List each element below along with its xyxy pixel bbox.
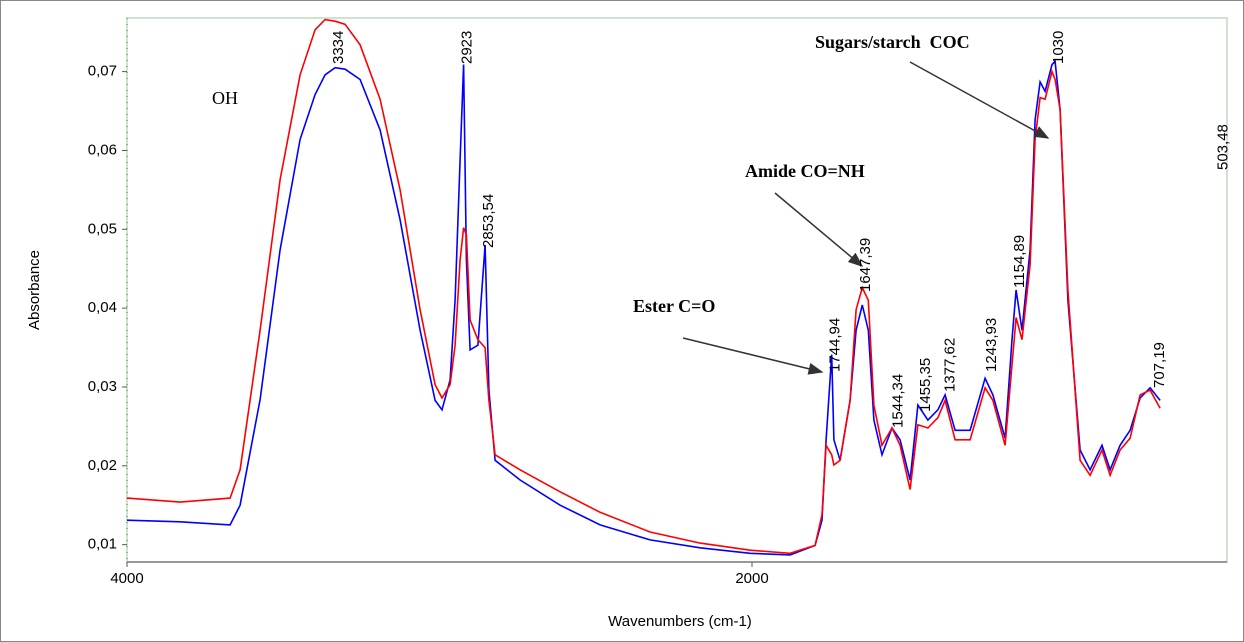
- peak-label: 1647,39: [857, 238, 874, 292]
- spectrum-line: [127, 18, 1161, 555]
- y-tick-label: 0,05: [88, 220, 117, 237]
- annotation: Sugars/starch COC: [815, 32, 970, 52]
- peak-label: 2853,54: [480, 194, 497, 248]
- peak-label: 3334: [330, 31, 347, 64]
- annotation: Ester C=O: [633, 296, 715, 316]
- peak-label: 1377,62: [941, 338, 958, 392]
- annotation-arrow: [909, 61, 1050, 139]
- y-tick-label: 0,03: [88, 378, 117, 395]
- peak-label: 1744,94: [827, 318, 844, 372]
- peak-label: 503,48: [1215, 124, 1232, 170]
- x-tick-label: 4000: [110, 570, 143, 587]
- annotation-arrow: [774, 192, 864, 267]
- y-tick-label: 0,01: [88, 536, 117, 553]
- y-tick-label: 0,02: [88, 457, 117, 474]
- peak-label: 707,19: [1151, 342, 1168, 388]
- annotation: Amide CO=NH: [745, 161, 865, 181]
- y-tick-label: 0,06: [88, 141, 117, 158]
- y-tick-label: 0,04: [88, 299, 117, 316]
- annotation: OH: [212, 88, 238, 108]
- plot-area: [127, 18, 1161, 556]
- y-axis-title: Absorbance: [26, 250, 43, 330]
- x-tick-label: 2000: [735, 570, 768, 587]
- x-axis-title: Wavenumbers (cm-1): [608, 613, 752, 630]
- spectrum-line: [127, 59, 1161, 556]
- peak-label: 1243,93: [983, 318, 1000, 372]
- peak-label: 1154,89: [1011, 235, 1028, 288]
- peak-label: 1030: [1050, 31, 1067, 64]
- peak-label: 2923: [459, 31, 476, 64]
- peak-label: 1544,34: [889, 374, 906, 428]
- peak-label: 1455,35: [917, 358, 934, 412]
- annotation-arrow: [682, 337, 824, 375]
- y-tick-label: 0,07: [88, 63, 117, 80]
